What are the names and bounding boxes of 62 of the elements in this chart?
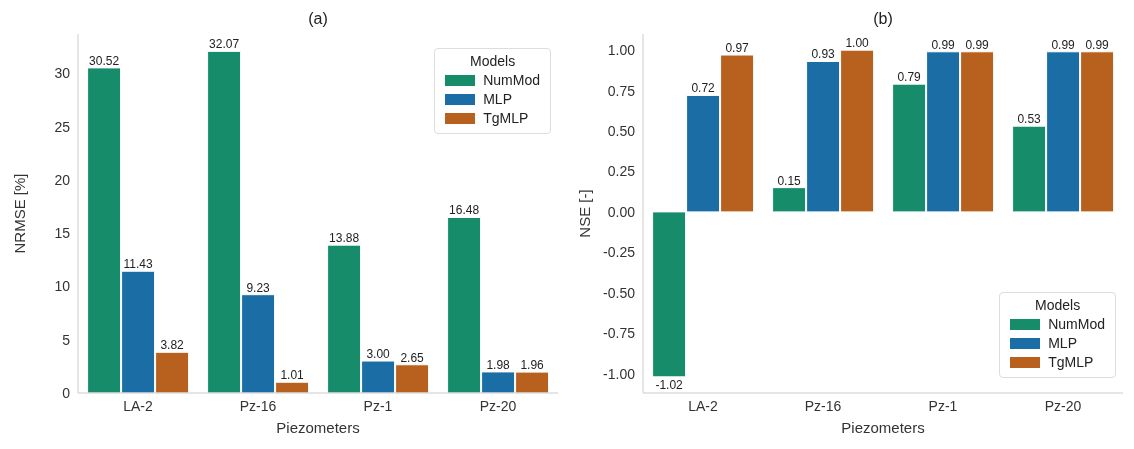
x-tick-label: LA-2 — [688, 397, 718, 414]
x-tick-label: Pz-20 — [1044, 397, 1082, 414]
data-label: 0.99 — [931, 37, 956, 52]
y-tick-label: 15 — [54, 225, 71, 242]
data-label: 16.48 — [449, 203, 480, 218]
x-tick-label: Pz-16 — [239, 397, 277, 414]
y-tick-label: -0.75 — [603, 325, 636, 342]
y-tick-label: 0.75 — [607, 82, 636, 99]
x-tick-label: Pz-16 — [804, 397, 842, 414]
data-label: 30.52 — [89, 53, 120, 68]
y-tick-label: -0.50 — [603, 284, 636, 301]
data-label: 0.93 — [811, 47, 836, 62]
data-label: 0.79 — [897, 70, 922, 85]
x-tick-label: Pz-1 — [363, 397, 393, 414]
data-label: 1.96 — [520, 358, 545, 373]
data-label: 0.72 — [691, 81, 716, 96]
legend-label: MLP — [1048, 335, 1077, 351]
legend-title: Models — [469, 53, 517, 69]
data-label: -1.02 — [655, 377, 684, 392]
y-axis-title: NSE [-] — [576, 189, 594, 238]
chart-title: (b) — [872, 10, 894, 28]
x-axis-title: Piezometers — [841, 419, 925, 436]
legend-label: NumMod — [1048, 316, 1105, 332]
y-axis-title: NRMSE [%] — [11, 173, 29, 254]
data-label: 0.99 — [965, 37, 990, 52]
data-label: 3.82 — [160, 338, 185, 353]
chart-title: (a) — [307, 10, 329, 28]
y-tick-label: 25 — [54, 118, 71, 135]
y-tick-label: -1.00 — [603, 365, 636, 382]
data-label: 32.07 — [209, 37, 240, 52]
y-tick-label: 1.00 — [607, 42, 636, 59]
data-label: 13.88 — [329, 231, 360, 246]
data-label: 0.99 — [1051, 37, 1076, 52]
legend-title: Models — [1034, 297, 1082, 313]
legend-label: TgMLP — [483, 110, 529, 126]
y-tick-label: 5 — [62, 331, 71, 348]
y-tick-label: 0 — [62, 384, 71, 401]
y-tick-label: 0.50 — [607, 123, 636, 139]
y-tick-label: 10 — [54, 278, 71, 295]
data-label: 1.00 — [845, 36, 870, 51]
data-label: 1.98 — [486, 357, 511, 372]
data-label: 0.97 — [725, 41, 750, 56]
y-tick-label: 30 — [54, 65, 71, 82]
data-label: 0.99 — [1085, 37, 1110, 52]
data-label: 2.65 — [400, 350, 425, 365]
y-tick-label: 0.00 — [607, 203, 636, 220]
data-label: 0.15 — [777, 173, 802, 188]
legend-label: MLP — [483, 91, 512, 107]
legend-label: NumMod — [483, 72, 540, 88]
x-tick-label: LA-2 — [123, 397, 153, 414]
data-label: 3.00 — [366, 347, 391, 362]
legend-label: TgMLP — [1048, 354, 1094, 370]
data-label: 0.53 — [1017, 112, 1042, 127]
y-tick-label: -0.25 — [603, 244, 636, 261]
x-tick-label: Pz-1 — [928, 397, 958, 414]
y-tick-label: 0.25 — [607, 163, 636, 180]
data-label: 11.43 — [123, 257, 153, 272]
x-tick-label: Pz-20 — [479, 397, 517, 414]
x-axis-title: Piezometers — [276, 419, 360, 436]
y-tick-label: 20 — [54, 171, 71, 188]
data-label: 9.23 — [246, 280, 271, 295]
data-label: 1.01 — [280, 368, 305, 383]
